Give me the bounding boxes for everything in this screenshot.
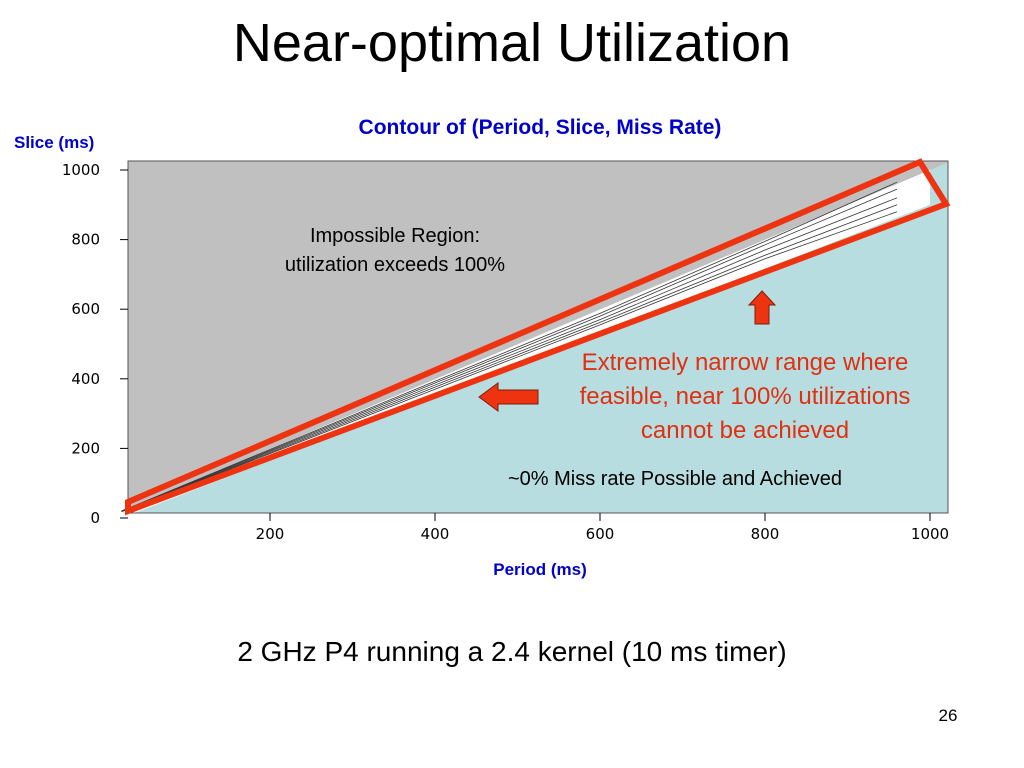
contour-line-5 xyxy=(121,181,898,512)
x-tick-label-400: 400 xyxy=(421,525,450,543)
up-arrow-icon xyxy=(747,290,777,325)
narrow-range-annotation: Extremely narrow range where feasible, n… xyxy=(540,346,950,448)
y-tick-label-0: 0 xyxy=(90,509,100,527)
contour-line-1 xyxy=(121,211,898,513)
narrow-line-2: feasible, near 100% utilizations xyxy=(579,383,911,410)
y-axis-label: Slice (ms) xyxy=(14,133,95,152)
y-tick-label-200: 200 xyxy=(71,439,100,457)
slide-caption: 2 GHz P4 running a 2.4 kernel (10 ms tim… xyxy=(237,636,787,667)
impossible-line-2: utilization exceeds 100% xyxy=(284,254,506,276)
y-tick-label-400: 400 xyxy=(71,370,100,388)
page-number: 26 xyxy=(938,706,958,725)
x-axis-label: Period (ms) xyxy=(493,560,587,579)
contour-line-2 xyxy=(121,204,898,512)
x-tick-label-800: 800 xyxy=(751,525,780,543)
contour-line-3 xyxy=(121,197,898,512)
x-tick-label-1000: 1000 xyxy=(911,525,949,543)
plot-frame xyxy=(127,160,949,514)
contour-line-4 xyxy=(121,188,898,512)
x-tick-label-600: 600 xyxy=(586,525,615,543)
chart-title: Contour of (Period, Slice, Miss Rate) xyxy=(358,116,722,139)
narrow-line-3: cannot be achieved xyxy=(640,417,850,444)
impossible-line-1: Impossible Region: xyxy=(309,225,481,247)
narrow-line-1: Extremely narrow range where xyxy=(581,349,909,376)
y-tick-label-1000: 1000 xyxy=(62,161,100,179)
x-tick-label-200: 200 xyxy=(256,525,285,543)
slide-title: Near-optimal Utilization xyxy=(232,13,792,73)
miss-rate-annotation: ~0% Miss rate Possible and Achieved xyxy=(507,468,843,490)
y-tick-label-800: 800 xyxy=(71,231,100,249)
highlight-frame xyxy=(125,158,951,516)
left-arrow-icon xyxy=(478,382,539,412)
y-tick-label-600: 600 xyxy=(71,300,100,318)
impossible-region-annotation: Impossible Region: utilization exceeds 1… xyxy=(240,222,550,280)
